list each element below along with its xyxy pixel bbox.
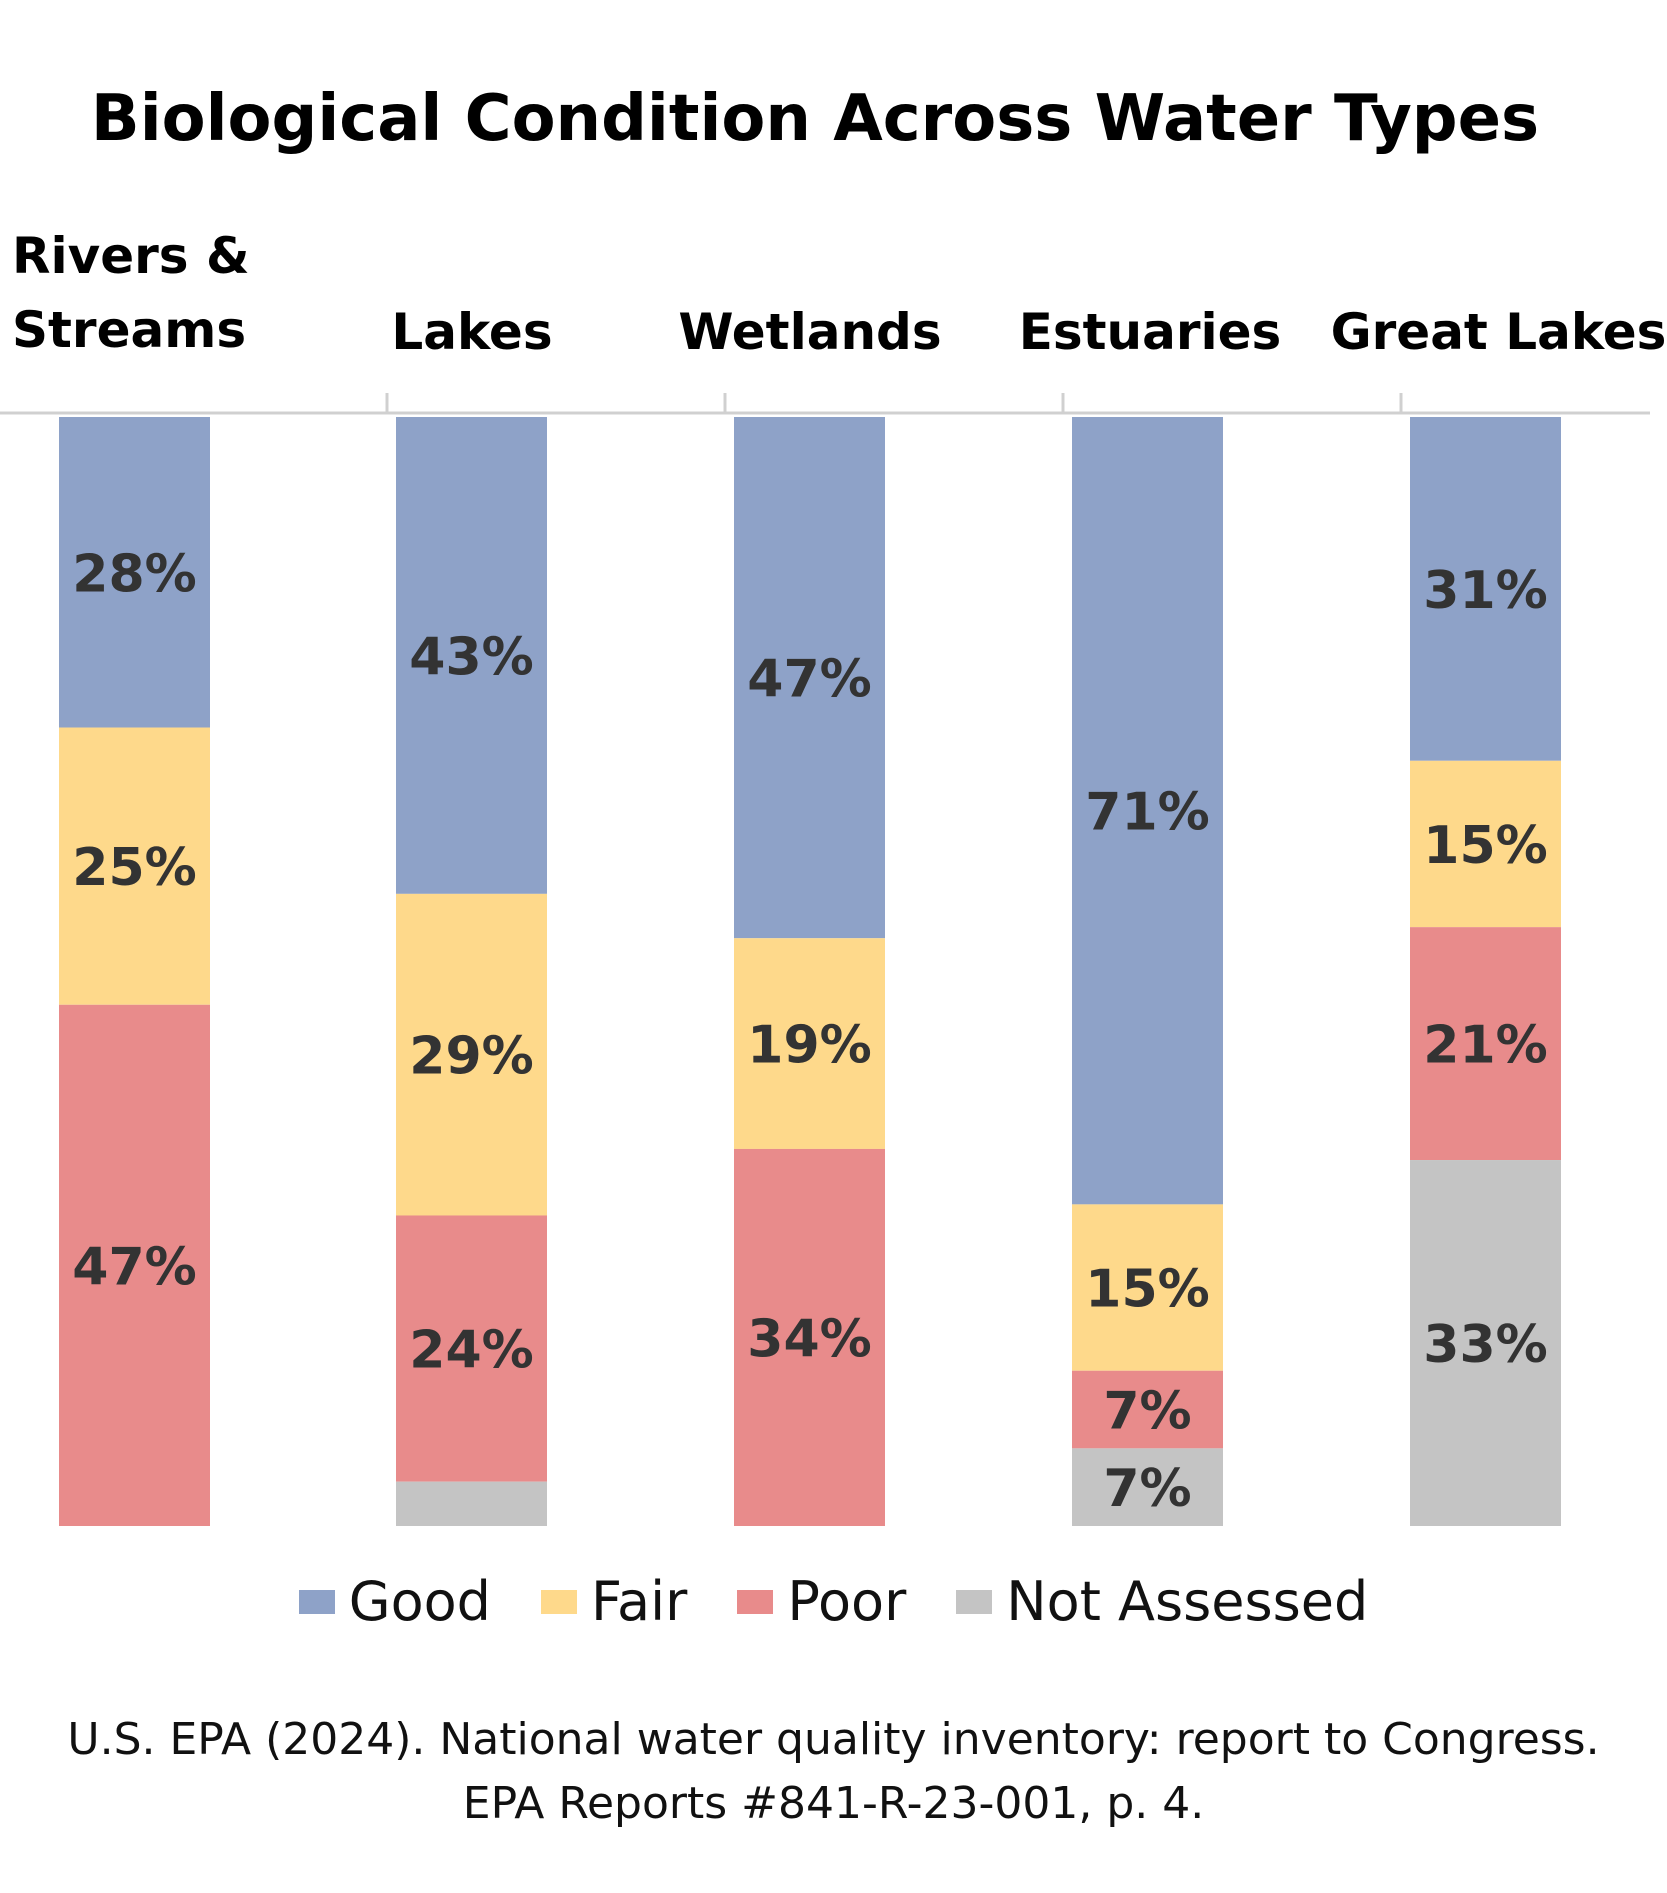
category-label: Wetlands	[678, 303, 942, 361]
bar-segment-good	[1072, 417, 1223, 1205]
data-label: 19%	[747, 1016, 871, 1076]
legend-label: Not Assessed	[1006, 1570, 1369, 1633]
data-label: 15%	[1423, 816, 1547, 876]
data-label: 25%	[72, 838, 196, 898]
data-label: 34%	[747, 1309, 871, 1369]
bar-segment-poor	[1410, 927, 1561, 1161]
bar-segment-good	[396, 417, 547, 894]
bar-segment-good	[734, 417, 885, 939]
bar-segment-poor	[59, 1004, 210, 1526]
legend: Good Fair Poor Not Assessed	[0, 1570, 1667, 1633]
legend-label: Good	[348, 1570, 491, 1633]
category-label: Great Lakes	[1330, 303, 1667, 361]
category-label: Rivers & Streams	[12, 227, 250, 359]
category-label: Estuaries	[1018, 303, 1282, 361]
legend-item: Fair	[540, 1570, 688, 1633]
bar-segment-fair	[396, 893, 547, 1216]
chart-title: Biological Condition Across Water Types	[90, 82, 1540, 156]
bar-segment-not-assessed	[1072, 1448, 1223, 1526]
legend-item: Poor	[737, 1570, 906, 1633]
bar-segment-poor	[734, 1148, 885, 1526]
data-label: 24%	[409, 1321, 533, 1381]
bar-segment-good	[59, 417, 210, 728]
data-label: 15%	[1085, 1260, 1209, 1320]
legend-swatch	[956, 1589, 993, 1614]
bar-segment-fair	[1410, 760, 1561, 928]
data-label: 21%	[1423, 1016, 1547, 1076]
legend-item: Good	[298, 1570, 491, 1633]
bar-segment-fair	[1072, 1204, 1223, 1371]
data-label: 7%	[1103, 1382, 1191, 1442]
data-label: 29%	[409, 1027, 533, 1087]
legend-swatch	[540, 1589, 577, 1614]
bar-segment-good	[1410, 417, 1561, 761]
data-label: 33%	[1423, 1315, 1547, 1375]
legend-label: Poor	[787, 1570, 907, 1633]
bar-segment-poor	[1072, 1370, 1223, 1449]
legend-item: Not Assessed	[956, 1570, 1368, 1633]
data-label: 47%	[747, 650, 871, 710]
data-label: 71%	[1085, 783, 1209, 843]
legend-label: Fair	[590, 1570, 688, 1633]
source-line: EPA Reports #841-R-23-001, p. 4.	[462, 1778, 1205, 1829]
data-label: 43%	[409, 627, 533, 687]
source-line: U.S. EPA (2024). National water quality …	[67, 1714, 1600, 1765]
category-label: Lakes	[391, 303, 553, 361]
bar-segment-not-assessed	[396, 1481, 547, 1526]
bar-segment-poor	[396, 1215, 547, 1482]
data-label: 7%	[1103, 1459, 1191, 1519]
data-label: 47%	[72, 1237, 196, 1297]
legend-swatch	[298, 1589, 335, 1614]
bar-segment-fair	[59, 727, 210, 1005]
data-label: 31%	[1423, 561, 1547, 621]
data-label: 28%	[72, 544, 196, 604]
bar-segment-not-assessed	[1410, 1160, 1561, 1526]
legend-swatch	[737, 1589, 774, 1614]
bar-segment-fair	[734, 938, 885, 1149]
source-citation: U.S. EPA (2024). National water quality …	[0, 1708, 1667, 1836]
